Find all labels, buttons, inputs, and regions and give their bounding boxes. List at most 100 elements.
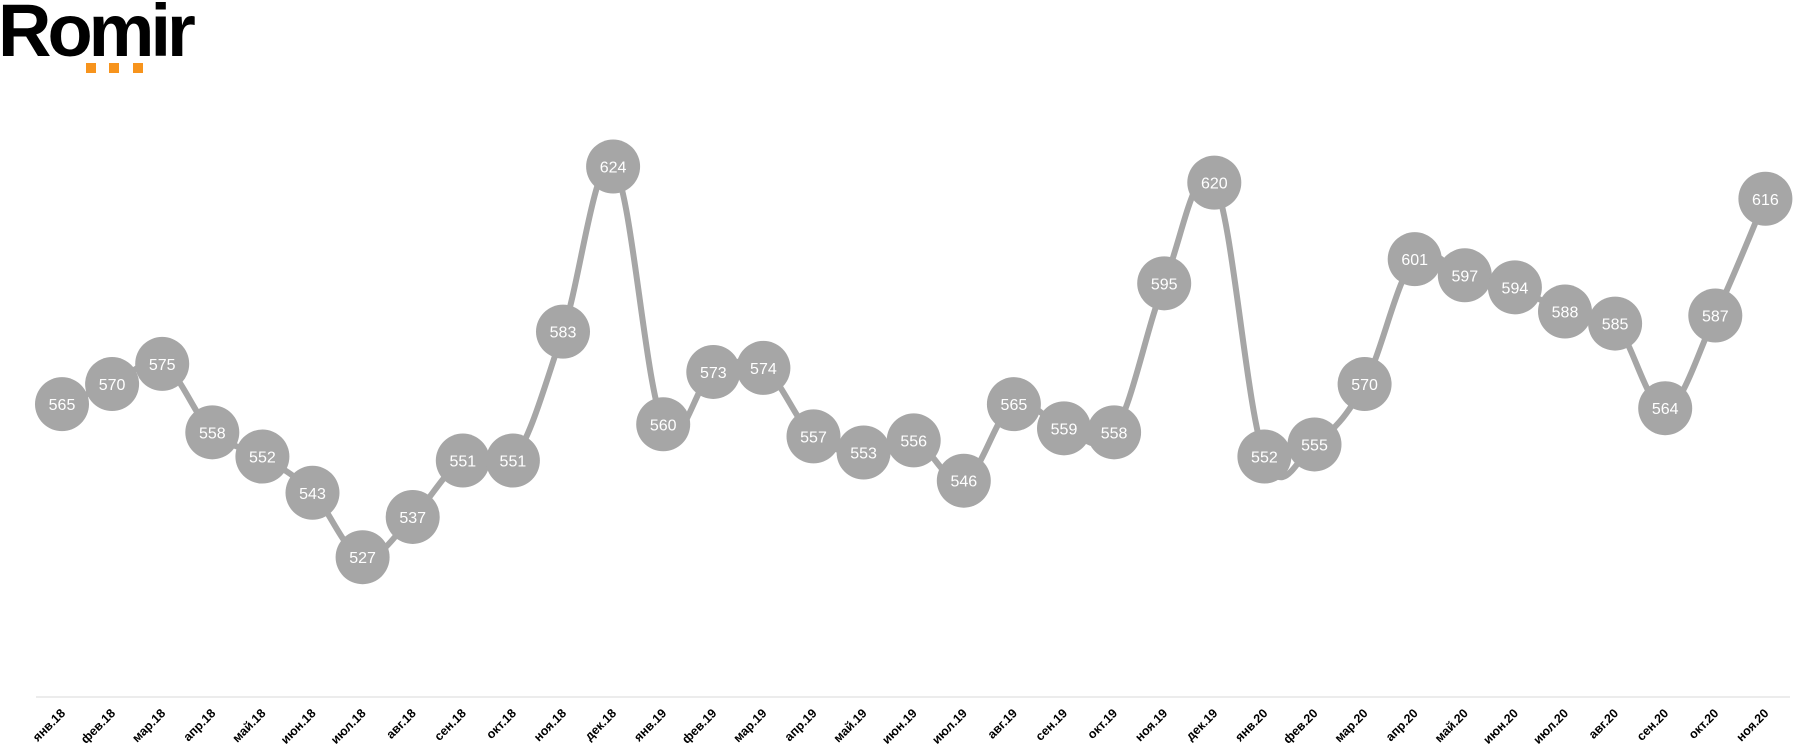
data-label: 537 xyxy=(399,510,426,527)
x-tick-label: янв.19 xyxy=(631,706,669,744)
x-tick-label: дек.18 xyxy=(582,706,619,743)
x-tick-label: авг.19 xyxy=(985,706,1020,741)
x-tick-label: июл.18 xyxy=(328,706,369,747)
data-point-marker xyxy=(185,405,240,460)
x-tick-label: ноя.18 xyxy=(531,706,569,744)
data-label: 597 xyxy=(1451,268,1478,285)
data-point-marker xyxy=(35,377,89,432)
data-label: 587 xyxy=(1702,309,1729,326)
x-tick-label: июн.20 xyxy=(1481,706,1522,747)
data-point-marker xyxy=(1688,288,1743,343)
data-label: 553 xyxy=(850,446,877,463)
x-tick-label: янв.20 xyxy=(1232,706,1270,744)
x-tick-label: авг.18 xyxy=(383,706,418,741)
data-label: 575 xyxy=(149,357,176,374)
x-tick-label: апр.18 xyxy=(181,706,219,744)
x-tick-label: мар.19 xyxy=(731,706,770,745)
data-point-marker xyxy=(1387,232,1442,287)
data-label: 588 xyxy=(1552,305,1579,322)
x-tick-label: фев.18 xyxy=(78,706,118,746)
x-tick-label: мар.20 xyxy=(1332,706,1371,745)
x-tick-label: май.18 xyxy=(230,706,269,745)
x-tick-label: сен.19 xyxy=(1033,706,1070,743)
x-tick-label: июн.18 xyxy=(278,706,319,747)
data-point-marker xyxy=(435,433,490,488)
x-tick-label: июл.19 xyxy=(929,706,970,747)
data-label: 559 xyxy=(1051,421,1078,438)
data-point-marker xyxy=(836,425,891,480)
x-tick-label: окт.19 xyxy=(1085,706,1121,742)
data-label: 570 xyxy=(1351,377,1378,394)
data-point-marker xyxy=(385,489,440,544)
x-tick-label: июн.19 xyxy=(879,706,920,747)
data-label: 543 xyxy=(299,486,326,503)
data-point-marker xyxy=(1538,284,1592,339)
data-label: 552 xyxy=(1251,450,1278,467)
data-point-marker xyxy=(235,429,290,484)
x-tick-label: фев.19 xyxy=(679,706,719,746)
data-label: 551 xyxy=(449,454,476,471)
data-label: 565 xyxy=(1001,397,1028,414)
data-point-marker xyxy=(586,139,641,194)
data-point-marker xyxy=(986,377,1041,432)
x-tick-label: сен.18 xyxy=(432,706,469,743)
data-label: 556 xyxy=(900,433,927,450)
data-label: 558 xyxy=(199,425,226,442)
data-point-marker xyxy=(1287,417,1342,472)
data-point-marker xyxy=(936,453,991,508)
data-point-marker xyxy=(1437,248,1492,303)
data-point-marker xyxy=(335,530,390,585)
data-label: 620 xyxy=(1201,176,1228,193)
data-point-marker xyxy=(135,336,190,391)
x-tick-label: мар.18 xyxy=(129,706,168,745)
data-label: 565 xyxy=(49,397,76,414)
data-label: 527 xyxy=(349,550,376,567)
x-tick-label: апр.19 xyxy=(782,706,820,744)
data-label: 594 xyxy=(1502,280,1529,297)
data-point-marker xyxy=(485,433,540,488)
x-tick-label: ноя.20 xyxy=(1734,706,1772,744)
data-label: 557 xyxy=(800,429,827,446)
data-label: 564 xyxy=(1652,401,1679,418)
data-points: 565 570 575 558 552 543 527 537 551 551 583 624 560 5… xyxy=(35,139,1793,585)
data-point-marker xyxy=(886,413,941,468)
x-tick-label: янв.18 xyxy=(30,706,68,744)
data-point-marker xyxy=(1237,429,1292,484)
data-label: 595 xyxy=(1151,276,1178,293)
romir-logo: Romir xyxy=(0,0,210,80)
data-point-marker xyxy=(686,344,741,399)
logo-dot xyxy=(133,63,143,73)
data-label: 585 xyxy=(1602,317,1629,334)
x-tick-label: ноя.19 xyxy=(1132,706,1170,744)
x-tick-labels: янв.18 фев.18 мар.18 апр.18 май.18 июн.18 июл.… xyxy=(30,706,1772,747)
data-point-marker xyxy=(1037,401,1091,456)
data-label: 601 xyxy=(1401,252,1428,269)
x-tick-label: сен.20 xyxy=(1634,706,1671,743)
data-point-marker xyxy=(1337,357,1392,412)
logo-dot xyxy=(86,63,96,73)
data-point-marker xyxy=(736,340,791,395)
data-point-marker xyxy=(1487,260,1542,315)
x-tick-label: окт.20 xyxy=(1686,706,1722,742)
data-label: 583 xyxy=(550,325,577,342)
data-label: 546 xyxy=(950,474,977,491)
x-tick-label: окт.18 xyxy=(483,706,519,742)
data-point-marker xyxy=(285,465,340,520)
data-label: 574 xyxy=(750,361,777,378)
data-label: 560 xyxy=(650,417,677,434)
data-label: 624 xyxy=(600,160,627,177)
data-point-marker xyxy=(1137,256,1192,311)
logo-dot xyxy=(109,63,119,73)
data-label: 573 xyxy=(700,365,727,382)
data-point-marker xyxy=(636,397,691,452)
x-tick-label: апр.20 xyxy=(1383,706,1421,744)
data-label: 551 xyxy=(500,454,527,471)
x-tick-label: май.19 xyxy=(831,706,870,745)
data-point-marker xyxy=(1087,405,1142,460)
logo-wordmark: Romir xyxy=(0,0,196,72)
data-point-marker xyxy=(536,304,590,359)
x-tick-label: июл.20 xyxy=(1531,706,1572,747)
data-label: 616 xyxy=(1752,192,1779,209)
x-tick-label: фев.20 xyxy=(1280,706,1320,746)
